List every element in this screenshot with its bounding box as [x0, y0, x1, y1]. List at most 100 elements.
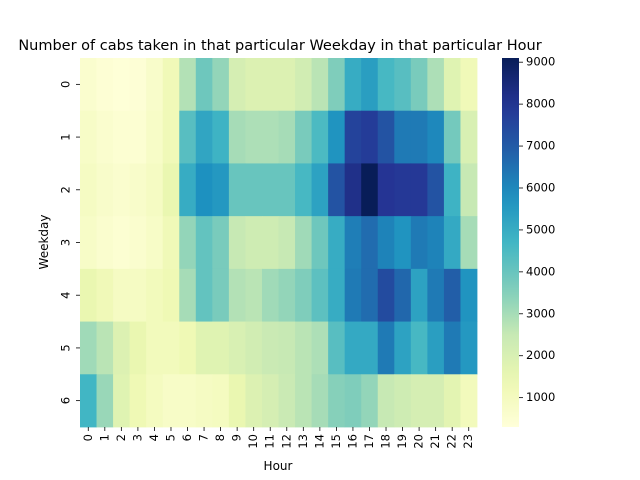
heatmap-cell	[460, 321, 478, 375]
heatmap-cell	[228, 110, 246, 164]
heatmap-cell	[328, 268, 346, 322]
heatmap-cell	[195, 321, 213, 375]
heatmap-cell	[295, 321, 312, 375]
x-tick-label: 20	[412, 434, 426, 449]
heatmap-cell	[179, 110, 197, 164]
heatmap-cell	[212, 321, 230, 375]
heatmap-cell	[460, 216, 478, 270]
heatmap-cell	[245, 374, 263, 428]
heatmap-cell	[146, 321, 164, 375]
y-axis-label: Weekday	[37, 215, 51, 270]
heatmap-cell	[129, 321, 147, 375]
heatmap-cell	[162, 216, 180, 270]
heatmap-cell	[129, 374, 147, 428]
heatmap-cell	[361, 110, 379, 164]
heatmap-cell	[427, 110, 445, 164]
heatmap-cell	[245, 58, 263, 112]
heatmap-cell	[278, 321, 296, 375]
x-tick-label: 21	[428, 434, 442, 449]
heatmap-cell	[212, 163, 230, 217]
heatmap-cell	[146, 374, 164, 428]
heatmap-cell	[377, 374, 395, 428]
heatmap-cell	[344, 110, 362, 164]
heatmap-cell	[427, 374, 445, 428]
heatmap-cell	[410, 163, 428, 217]
heatmap-cell	[146, 58, 164, 112]
heatmap-cell	[261, 374, 279, 428]
heatmap-cell	[295, 374, 312, 428]
y-axis: 0 1 2 3 4 5 6	[59, 81, 80, 404]
heatmap-cell	[195, 216, 213, 270]
heatmap-cell	[361, 268, 379, 322]
heatmap-cell	[311, 374, 329, 428]
heatmap-cell	[361, 216, 379, 270]
heatmap-cell	[278, 216, 296, 270]
heatmap-cell	[228, 268, 246, 322]
heatmap-cell	[460, 268, 478, 322]
heatmap-cell	[394, 374, 412, 428]
heatmap-cell	[427, 163, 445, 217]
y-tick-label: 6	[59, 397, 73, 404]
heatmap-cell	[460, 374, 478, 428]
heatmap-cell	[410, 321, 428, 375]
heatmap-cell	[410, 374, 428, 428]
heatmap-cell	[113, 321, 131, 375]
heatmap-cell	[377, 110, 395, 164]
heatmap-cell	[443, 58, 461, 112]
heatmap-cell	[377, 216, 395, 270]
heatmap-cell	[162, 110, 180, 164]
heatmap-cell	[80, 268, 97, 322]
heatmap-cell	[361, 58, 379, 112]
colorbar-tick-label: 7000	[526, 139, 555, 153]
heatmap-cell	[179, 268, 197, 322]
colorbar-ticks: 1000 2000 3000 4000 5000 6000 7000 8000 9000	[519, 55, 555, 404]
heatmap-cell	[113, 110, 131, 164]
heatmap-cell	[344, 216, 362, 270]
heatmap-cell	[261, 110, 279, 164]
heatmap-cell	[460, 110, 478, 164]
heatmap-cell	[361, 374, 379, 428]
heatmap-cell	[80, 374, 97, 428]
x-tick-label: 2	[114, 434, 128, 441]
heatmap-cell	[377, 268, 395, 322]
heatmap-cell	[443, 374, 461, 428]
heatmap-cell	[377, 58, 395, 112]
heatmap-cell	[410, 110, 428, 164]
heatmap-cell	[394, 321, 412, 375]
heatmap-cell	[410, 216, 428, 270]
heatmap-cell	[394, 163, 412, 217]
heatmap-cell	[377, 163, 395, 217]
heatmap-cell	[113, 216, 131, 270]
x-tick-label: 8	[213, 434, 227, 441]
heatmap-cell	[146, 268, 164, 322]
y-tick-label: 0	[59, 81, 73, 88]
heatmap-cell	[228, 374, 246, 428]
y-tick-label: 2	[59, 186, 73, 193]
x-tick-label: 18	[379, 434, 393, 449]
heatmap-cell	[162, 374, 180, 428]
y-tick-label: 4	[59, 292, 73, 299]
heatmap-cell	[443, 268, 461, 322]
heatmap-cell	[344, 268, 362, 322]
x-tick-label: 19	[395, 434, 409, 449]
x-tick-label: 13	[296, 434, 310, 449]
heatmap-cell	[311, 163, 329, 217]
heatmap-cell	[361, 321, 379, 375]
x-tick-label: 0	[81, 434, 95, 441]
heatmap-cell	[179, 163, 197, 217]
heatmap-cell	[443, 110, 461, 164]
x-tick-label: 10	[246, 434, 260, 449]
heatmap-cell	[212, 268, 230, 322]
heatmap-cell	[311, 321, 329, 375]
heatmap-cell	[146, 163, 164, 217]
heatmap-cell	[212, 374, 230, 428]
heatmap-cell	[295, 163, 312, 217]
heatmap-cell	[129, 58, 147, 112]
x-tick-label: 23	[461, 434, 475, 449]
heatmap-cell	[245, 268, 263, 322]
heatmap-cell	[245, 216, 263, 270]
heatmap-cell	[295, 268, 312, 322]
heatmap-cell	[328, 110, 346, 164]
heatmap-cell	[96, 374, 114, 428]
heatmap-cell	[162, 163, 180, 217]
